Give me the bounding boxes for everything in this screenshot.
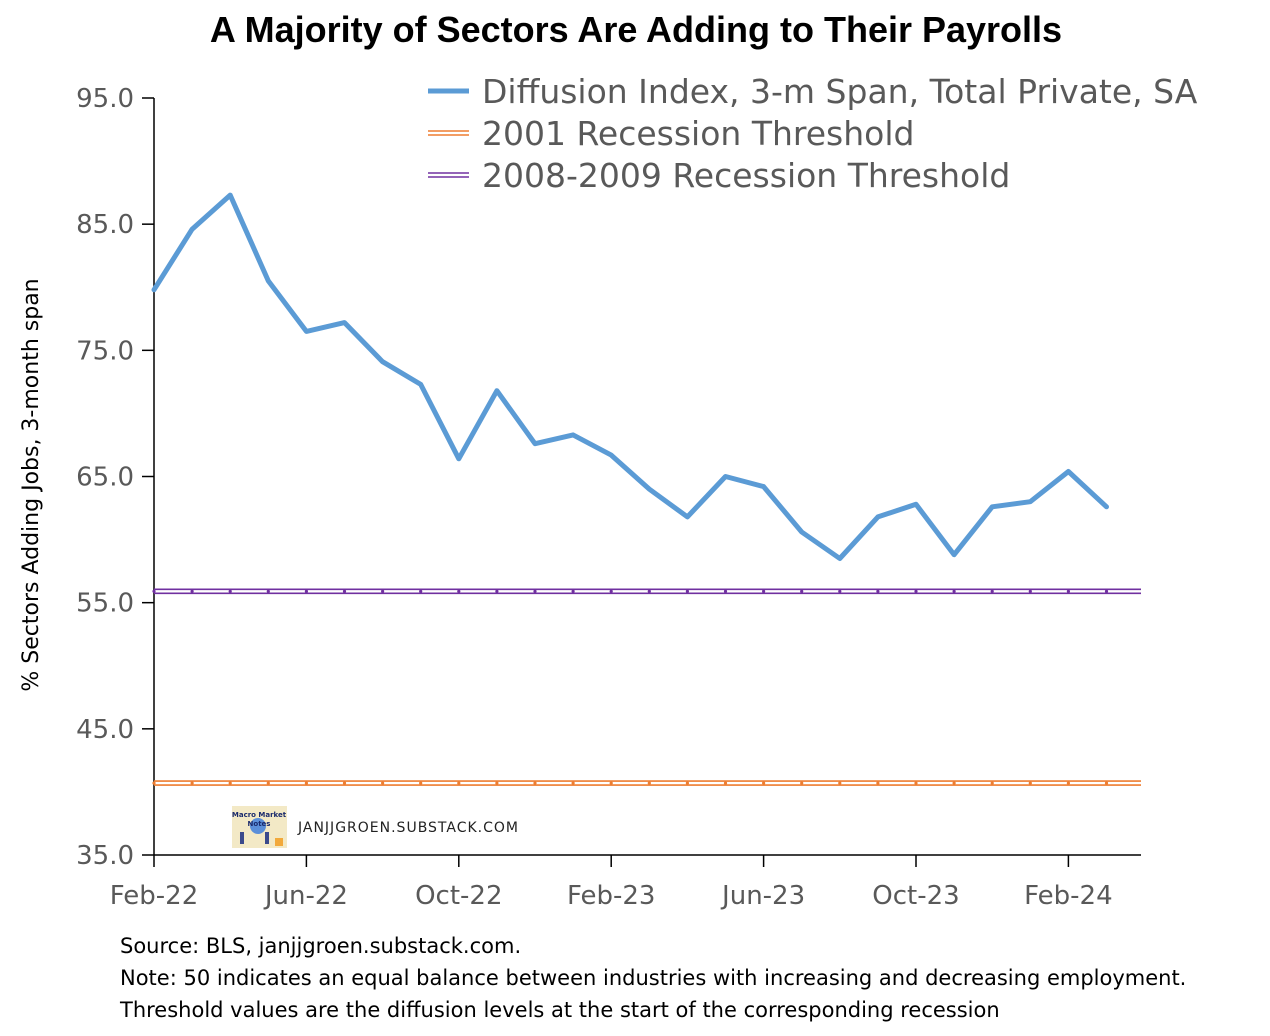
threshold-point — [152, 781, 156, 785]
logo-text-1: Macro Market — [232, 811, 287, 819]
chart-notes: Source: BLS, janjjgroen.substack.com. No… — [120, 930, 1186, 1026]
legend-label-diffusion: Diffusion Index, 3-m Span, Total Private… — [482, 72, 1198, 111]
logo-figure-icon — [265, 832, 269, 844]
logo-box-icon — [275, 838, 283, 846]
threshold-point — [1028, 781, 1032, 785]
threshold-point — [304, 781, 308, 785]
y-tick-label: 65.0 — [76, 463, 134, 493]
threshold-point — [152, 589, 156, 593]
threshold-point — [419, 781, 423, 785]
threshold-point — [800, 589, 804, 593]
y-tick-label: 55.0 — [76, 589, 134, 619]
series-line-diffusion-index — [151, 192, 1109, 561]
x-tick-label: Feb-23 — [567, 881, 656, 911]
y-tick-label: 95.0 — [76, 84, 134, 114]
y-tick-label: 45.0 — [76, 715, 134, 745]
threshold-point — [685, 781, 690, 785]
threshold-point — [952, 781, 956, 785]
threshold-point — [876, 781, 880, 785]
y-axis-ticks: 95.0 85.0 75.0 65.0 55.0 45.0 35.0 — [76, 84, 154, 871]
threshold-point — [342, 781, 347, 785]
threshold-point — [266, 589, 270, 593]
threshold-point — [495, 781, 499, 785]
threshold-point — [952, 589, 956, 593]
threshold-point — [342, 589, 347, 593]
threshold-point — [266, 781, 270, 785]
threshold-point — [381, 781, 385, 785]
x-tick-label: Feb-24 — [1024, 881, 1113, 911]
threshold-point — [647, 589, 651, 593]
chart-title: A Majority of Sectors Are Adding to Thei… — [210, 9, 1062, 50]
threshold-point — [609, 781, 613, 785]
threshold-point — [495, 589, 499, 593]
logo-figure-icon — [240, 832, 244, 844]
x-tick-label: Feb-22 — [110, 881, 199, 911]
threshold-point — [914, 589, 918, 593]
threshold-point — [304, 589, 308, 593]
threshold-point — [381, 589, 385, 593]
threshold-point — [533, 781, 537, 785]
threshold-point — [723, 589, 728, 593]
y-axis-label: % Sectors Adding Jobs, 3-month span — [19, 278, 44, 691]
threshold-point — [190, 589, 194, 593]
threshold-point — [571, 589, 575, 593]
threshold-point — [1104, 781, 1109, 785]
threshold-point — [838, 589, 842, 593]
watermark: Macro Market Notes JANJJGROEN.SUBSTACK.C… — [232, 806, 519, 848]
threshold-point — [533, 589, 537, 593]
threshold-point — [457, 781, 461, 785]
threshold-point — [800, 781, 804, 785]
y-tick-label: 75.0 — [76, 336, 134, 366]
threshold-point — [876, 589, 880, 593]
y-tick-label: 85.0 — [76, 210, 134, 240]
threshold-point — [1066, 589, 1070, 593]
threshold-point — [571, 781, 575, 785]
threshold-point — [1028, 589, 1032, 593]
x-tick-label: Oct-23 — [872, 881, 959, 911]
threshold-point — [685, 589, 690, 593]
threshold-note: Threshold values are the diffusion level… — [120, 998, 1000, 1022]
line-chart: A Majority of Sectors Are Adding to Thei… — [19, 9, 1198, 911]
threshold-point — [838, 781, 842, 785]
threshold-point — [647, 781, 651, 785]
threshold-point — [457, 589, 461, 593]
threshold-point — [190, 781, 194, 785]
x-tick-label: Oct-22 — [415, 881, 502, 911]
threshold-point — [1066, 781, 1070, 785]
logo-globe-icon — [250, 818, 266, 834]
threshold-point — [228, 589, 232, 593]
threshold-point — [914, 781, 918, 785]
macro-market-notes-logo: Macro Market Notes — [232, 806, 287, 848]
threshold-point — [228, 781, 232, 785]
threshold-point — [762, 589, 766, 593]
watermark-site: JANJJGROEN.SUBSTACK.COM — [297, 820, 519, 836]
x-tick-label: Jun-23 — [720, 881, 805, 911]
threshold-point — [419, 589, 423, 593]
threshold-point — [723, 781, 728, 785]
explanation-note: Note: 50 indicates an equal balance betw… — [120, 966, 1187, 990]
threshold-point — [1104, 589, 1109, 593]
threshold-point — [609, 589, 613, 593]
threshold-lines — [152, 588, 1141, 786]
legend-label-2001: 2001 Recession Threshold — [482, 114, 914, 153]
threshold-point — [990, 589, 994, 593]
y-tick-label: 35.0 — [76, 841, 134, 871]
legend-label-2008: 2008-2009 Recession Threshold — [482, 156, 1010, 195]
x-axis-ticks: Feb-22 Jun-22 Oct-22 Feb-23 Jun-23 Oct-23 Feb-… — [110, 855, 1113, 911]
logo-text-2: Notes — [248, 820, 271, 828]
x-tick-label: Jun-22 — [263, 881, 348, 911]
source-note: Source: BLS, janjjgroen.substack.com. — [120, 934, 522, 958]
legend: Diffusion Index, 3-m Span, Total Private… — [428, 72, 1198, 195]
threshold-point — [990, 781, 994, 785]
threshold-point — [762, 781, 766, 785]
